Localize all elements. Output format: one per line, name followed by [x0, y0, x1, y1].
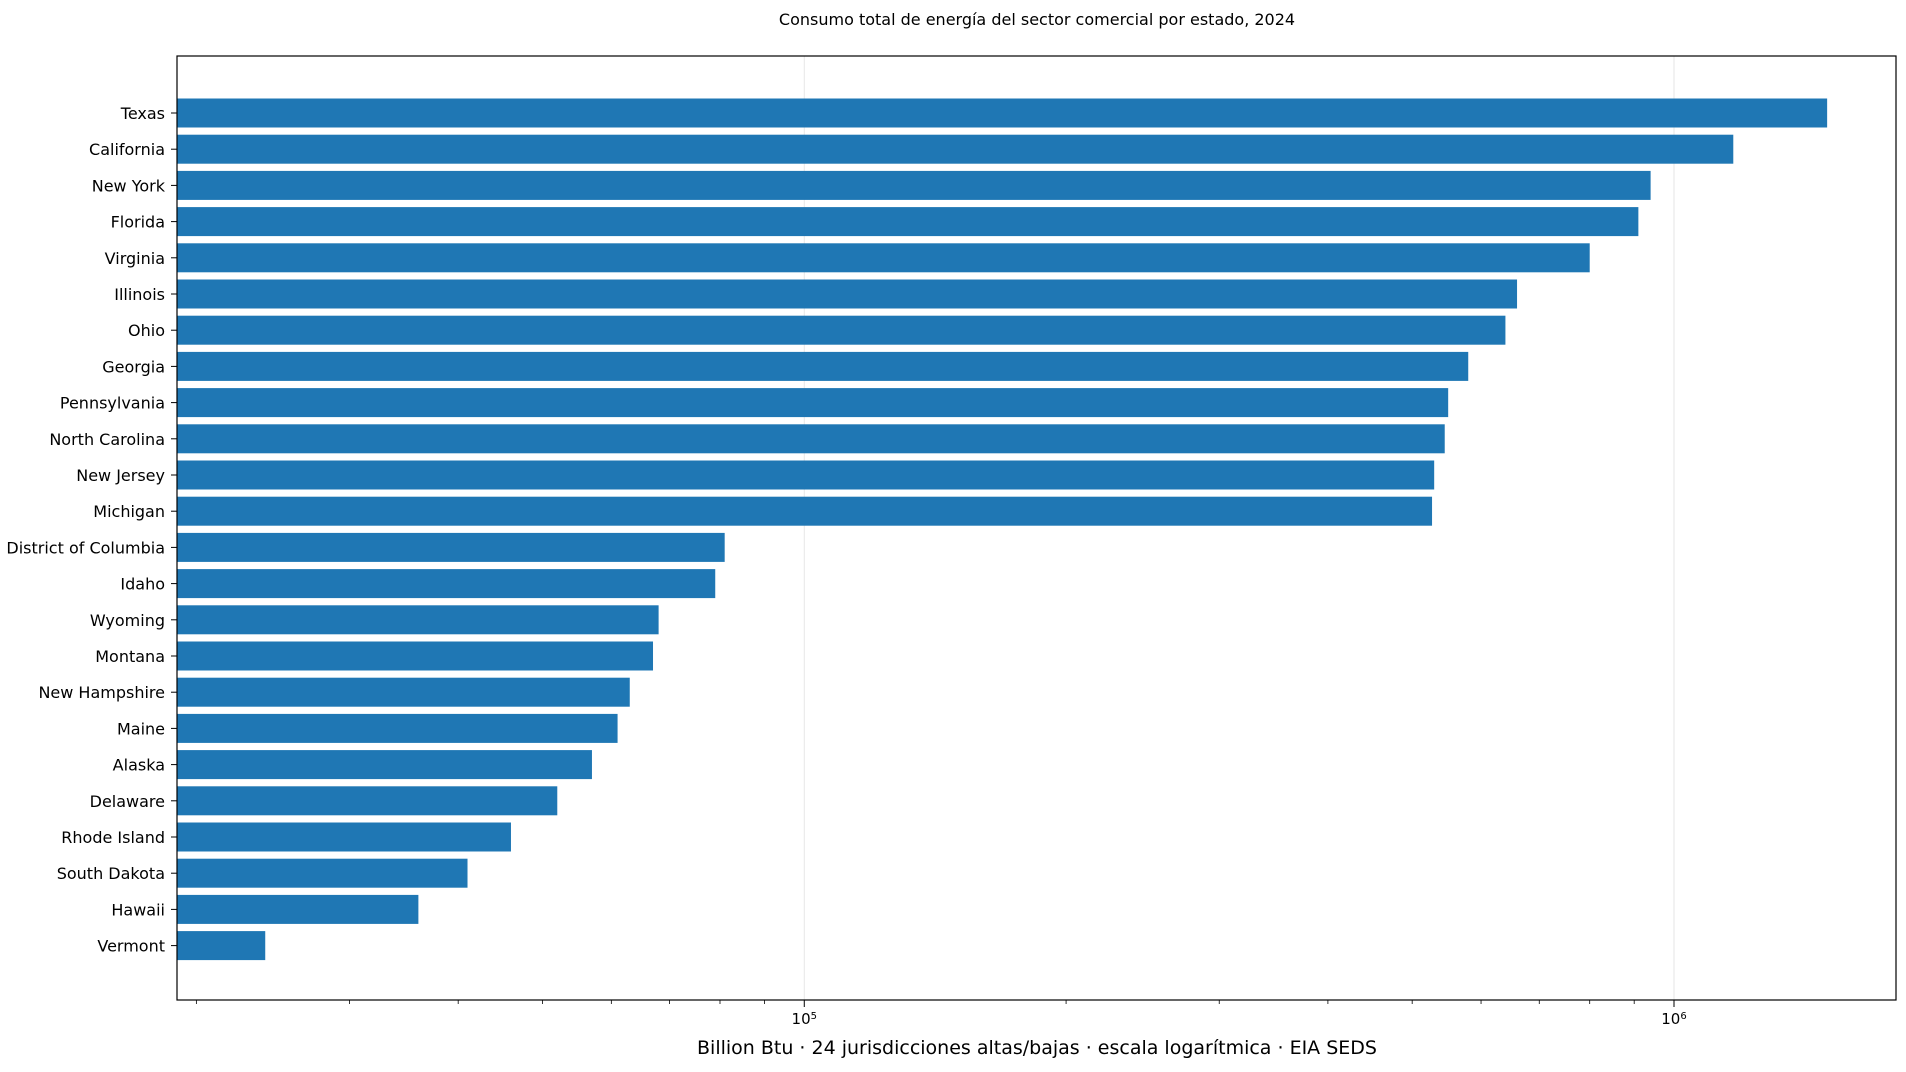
bar-19 — [177, 786, 558, 816]
y-tick-label-4: Virginia — [105, 249, 165, 268]
y-tick-label-12: District of Columbia — [6, 538, 165, 557]
y-tick-label-16: New Hampshire — [38, 683, 165, 702]
y-tick-label-7: Georgia — [102, 357, 165, 376]
bar-14 — [177, 605, 659, 635]
bar-18 — [177, 750, 592, 780]
y-tick-label-2: New York — [92, 176, 166, 195]
bar-2 — [177, 170, 1651, 200]
bar-22 — [177, 894, 419, 924]
bar-7 — [177, 351, 1469, 381]
y-tick-label-18: Alaska — [113, 756, 165, 775]
x-tick-label-base: 10 — [1661, 1010, 1680, 1028]
bar-4 — [177, 243, 1590, 273]
y-tick-label-5: Illinois — [114, 285, 165, 304]
y-tick-label-17: Maine — [117, 719, 165, 738]
bar-6 — [177, 315, 1506, 345]
y-tick-label-3: Florida — [111, 213, 165, 232]
x-tick-label-1: 106 — [1661, 1010, 1686, 1028]
y-tick-label-21: South Dakota — [57, 864, 165, 883]
bar-12 — [177, 532, 725, 562]
y-tick-label-10: New Jersey — [76, 466, 165, 485]
bar-17 — [177, 713, 618, 743]
y-tick-label-15: Montana — [95, 647, 165, 666]
plot-area-frame — [176, 55, 1897, 1001]
x-tick-labels: 105 106 — [792, 1010, 1687, 1028]
y-tick-label-23: Vermont — [97, 937, 165, 956]
y-tick-label-14: Wyoming — [90, 611, 165, 630]
bar-11 — [177, 496, 1433, 526]
y-tick-label-22: Hawaii — [111, 900, 165, 919]
x-tick-label-exponent: 5 — [811, 1011, 817, 1022]
bar-21 — [177, 858, 468, 888]
axis-ticks — [171, 112, 1675, 1007]
x-axis-label: Billion Btu · 24 jurisdicciones altas/ba… — [697, 1037, 1377, 1059]
bar-10 — [177, 460, 1435, 490]
bar-23 — [177, 931, 266, 961]
y-tick-labels: Texas California New York Florida Virginia Il… — [6, 104, 165, 956]
bar-5 — [177, 279, 1518, 309]
y-tick-label-8: Pennsylvania — [60, 394, 165, 413]
x-tick-label-base: 10 — [792, 1010, 811, 1028]
bar-3 — [177, 207, 1639, 237]
bar-13 — [177, 569, 716, 599]
y-tick-label-19: Delaware — [90, 792, 165, 811]
bar-15 — [177, 641, 654, 671]
y-tick-label-1: California — [89, 140, 165, 159]
chart-title: Consumo total de energía del sector come… — [779, 10, 1295, 29]
y-tick-label-0: Texas — [120, 104, 165, 123]
bars — [177, 98, 1828, 961]
y-tick-label-11: Michigan — [93, 502, 165, 521]
bar-1 — [177, 134, 1734, 164]
x-tick-label-exponent: 6 — [1680, 1011, 1686, 1022]
x-tick-label-0: 105 — [792, 1010, 817, 1028]
y-tick-label-9: North Carolina — [49, 430, 165, 449]
bar-9 — [177, 424, 1445, 454]
bar-20 — [177, 822, 511, 852]
bar-0 — [177, 98, 1828, 128]
bar-8 — [177, 388, 1449, 418]
bar-16 — [177, 677, 630, 707]
y-tick-label-6: Ohio — [128, 321, 165, 340]
y-tick-label-13: Idaho — [120, 575, 165, 594]
y-tick-label-20: Rhode Island — [61, 828, 165, 847]
